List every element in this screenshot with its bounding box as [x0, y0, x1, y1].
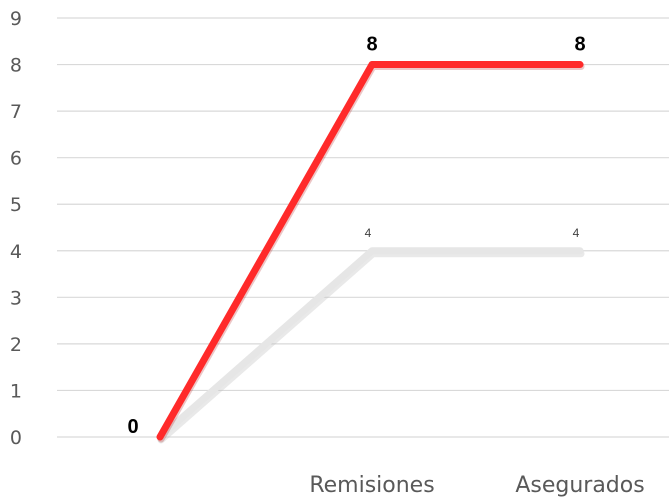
y-tick-label: 5	[10, 194, 22, 216]
x-category-label: Asegurados	[515, 473, 644, 498]
y-tick-label: 9	[10, 8, 22, 30]
y-tick-label: 4	[10, 241, 22, 263]
series-line-2	[156, 247, 584, 441]
y-tick-label: 0	[10, 427, 22, 449]
y-tick-label: 8	[10, 55, 22, 77]
y-tick-label: 2	[10, 334, 22, 356]
series-lines	[156, 61, 585, 444]
y-tick-label: 6	[10, 148, 22, 170]
x-category-label: Remisiones	[309, 473, 434, 498]
gridlines	[57, 17, 669, 438]
y-tick-label: 3	[10, 287, 22, 309]
data-labels: 0 8 8 4 4	[127, 34, 585, 438]
data-label: 4	[573, 226, 580, 240]
series-line-1	[156, 61, 584, 441]
y-tick-label: 7	[10, 101, 22, 123]
data-label: 8	[366, 34, 377, 56]
data-label: 0	[127, 416, 138, 438]
data-label: 4	[365, 226, 372, 240]
data-label: 8	[574, 34, 585, 56]
x-axis-category-labels: Remisiones Asegurados	[309, 473, 644, 498]
series-line-shadow	[157, 250, 585, 444]
y-axis-tick-labels: 0 1 2 3 4 5 6 7 8 9	[10, 8, 22, 449]
y-tick-label: 1	[10, 380, 22, 402]
